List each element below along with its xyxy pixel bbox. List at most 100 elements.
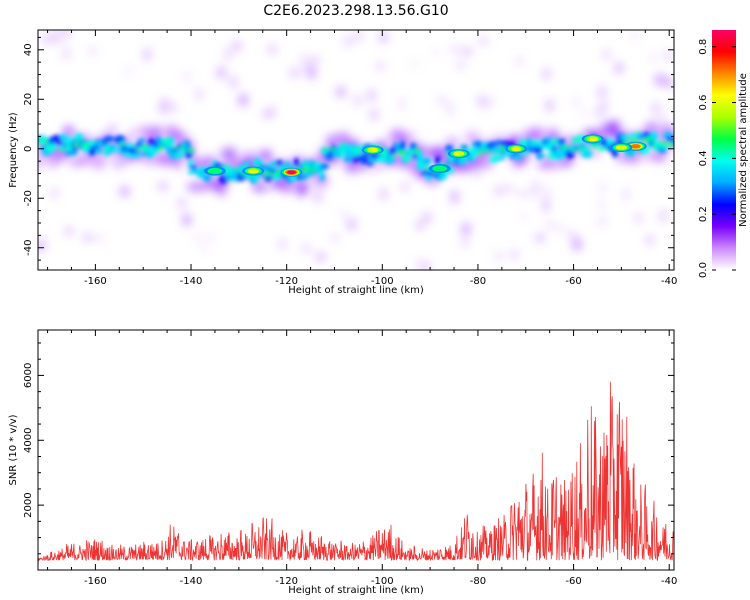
x-tick-label: -40 [661,276,677,287]
spectrogram-marks [38,30,674,270]
spectrogram-haze-blob [606,120,621,137]
spectrogram-speckle [496,186,500,196]
colorbar-bar [712,30,736,270]
spectrogram-speckle [331,234,340,241]
spectrogram-ridge-blob [343,156,354,163]
spectrogram-haze-blob [217,180,226,196]
spectrogram-speckle [522,213,527,218]
spectrogram-ridge-blob [264,171,271,177]
spectrogram-haze-blob [172,132,187,141]
spectrogram-ridge-blob [60,133,68,143]
figure-title: C2E6.2023.298.13.56.G10 [263,3,448,19]
spectrogram-ridge-blob [383,151,389,156]
spectrogram-ridge-blob [64,145,73,152]
spectrogram-ridge-blob [103,135,115,142]
colorbar-tick-label: 0.4 [698,150,709,166]
spectrogram-speckle [269,106,275,117]
spectrogram-ridge-blob [352,151,359,157]
spectrogram-speckle [158,182,168,190]
spectrogram-speckle [658,77,667,85]
x-tick-label: -160 [84,576,107,587]
spectrogram-ridge-blob [189,164,197,170]
spectrogram-ridge-blob [556,139,566,144]
spectrogram-ridge-blob [94,147,103,154]
x-tick-label: -100 [371,576,394,587]
spectrogram-speckle [483,105,489,109]
spectrogram-speckle [160,97,169,108]
spectrogram-speckle [52,187,58,199]
spectrogram-speckle [182,213,191,226]
spectrogram-haze-blob [447,139,459,146]
spectrogram-speckle [65,227,74,236]
spectrogram-ridge-blob [320,147,329,153]
spectrogram-ridge-blob [476,150,483,156]
spectrogram-speckle [83,234,92,241]
spectrogram-ridge-blob [38,141,41,145]
spectrogram-speckle [602,50,611,59]
spectrogram-ridge-blob [134,147,141,151]
spectrogram-speckle [461,223,471,234]
spectrogram-speckle [308,66,316,79]
spectrogram-ridge-blob [168,136,175,145]
spectrogram-hotspot [247,168,260,174]
spectrogram-speckle [543,199,549,212]
spectrogram-ridge-blob [302,166,310,173]
spectrogram-speckle [370,109,378,120]
spectrogram-ridge-blob [391,154,396,158]
spectrogram-ridge-blob [319,163,330,170]
spectrogram-hotspot [630,144,641,149]
spectrogram-ridge-blob [42,140,49,144]
spectrogram-speckle [61,42,66,46]
snr-frame [37,329,675,571]
spectrogram-speckle [232,41,242,51]
spectrogram-ridge-blob [652,141,660,146]
spectrogram-haze-blob [200,179,213,190]
spectrogram-ridge-blob [270,161,276,170]
spectrogram-ridge-blob [409,142,417,151]
spectrogram-ridge-blob [137,138,146,143]
x-tick-label: -80 [470,276,486,287]
spectrogram-hotspot [510,146,523,152]
spectrogram-haze-blob [252,182,267,191]
x-tick-label: -120 [275,276,298,287]
spectrogram-ridge-blob [499,141,511,147]
spectrogram-ridge-blob [187,148,195,153]
spectrogram-ridge-blob [667,141,674,147]
spectrogram-speckle [650,55,656,61]
spectrogram-ridge-blob [180,143,187,147]
spectrogram-ridge-blob [644,136,653,143]
spectrogram-speckle [600,218,605,225]
spectrogram-ridge-blob [529,143,537,148]
spectrogram-panel: -160 -140 -120 -100 -80 -60 -40 -40 -20 0 20 40 He… [8,29,677,296]
spectrogram-ridge-blob [319,173,325,182]
spectrogram-speckle [462,48,472,55]
x-tick-label: -140 [180,576,203,587]
spectrogram-haze-blob [139,126,151,138]
spectrogram-speckle [303,245,310,253]
spectrogram-ridge-blob [583,146,591,150]
spectrogram-ridge-blob [576,134,585,143]
spectrogram-speckle [177,163,182,171]
spectrogram-speckle [38,239,46,252]
y-tick-label: 2000 [23,492,34,517]
spectrogram-ridge-blob [496,155,506,161]
spectrogram-speckle [43,34,48,45]
spectrogram-haze-blob [280,179,294,193]
spectrogram-speckle [547,99,553,111]
spectrogram-ridge-blob [406,149,413,154]
spectrogram-speckle [473,171,482,177]
snr-x-axis: -160 -140 -120 -100 -80 -60 -40 [47,330,677,587]
spectrogram-ridge-blob [141,144,149,149]
spectrogram-ridge-blob [285,161,291,167]
spectrogram-ridge-blob [384,155,395,165]
spectrogram-ridge-blob [469,149,475,155]
spectrogram-speckle [355,31,362,42]
spectrogram-ridge-blob [561,144,567,149]
y-tick-label: -40 [23,240,34,256]
colorbar-tick-label: 0.2 [698,206,709,222]
spectrogram-ridge-blob [131,153,143,158]
spectrogram-speckle [543,68,550,80]
spectrogram-ridge-blob [175,152,185,157]
spectrogram-ridge-blob [205,174,211,183]
